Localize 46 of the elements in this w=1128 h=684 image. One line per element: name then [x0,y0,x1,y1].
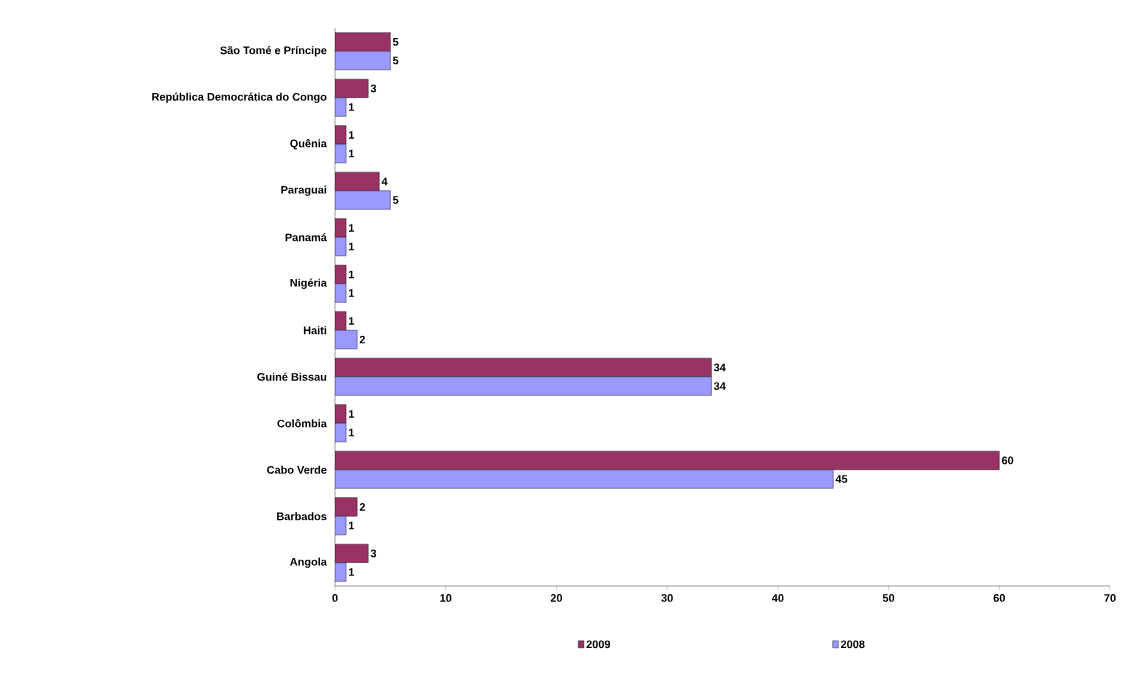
data-label: 1 [348,149,355,158]
legend-label: 2009 [586,640,611,649]
data-label: 45 [835,475,848,483]
data-label: 3 [370,84,377,93]
legend-label: 2008 [840,640,865,649]
y-tick-label: Panamá [285,233,327,242]
y-tick-label: Nigéria [290,278,327,289]
y-tick-label: Barbados [277,512,327,521]
data-label: 5 [392,196,399,204]
data-label: 1 [348,224,355,232]
y-tick-label: Haiti [303,326,327,335]
x-tick-label: 30 [661,594,673,602]
x-tick-label: 40 [771,594,784,602]
data-label: 1 [348,568,355,576]
x-tick-label: 10 [440,594,452,602]
x-tick-label: 50 [882,594,895,602]
x-tick-label: 0 [332,594,338,602]
x-tick-label: 20 [550,594,563,602]
y-tick-label: Quênia [290,139,327,150]
y-tick-label: Cabo Verde [267,465,327,474]
x-tick-label: 60 [993,594,1005,602]
data-label: 34 [713,382,726,390]
y-tick-label: São Tomé e Príncipe [220,46,327,57]
y-tick-label: Guiné Bissau [257,372,327,381]
data-label: 1 [348,270,355,279]
data-label: 2 [359,335,366,344]
data-label: 34 [713,363,726,372]
y-tick-label: República Democrática do Congo [152,92,327,103]
x-tick-label: 70 [1104,594,1116,602]
data-label: 1 [348,103,355,111]
data-label: 1 [348,289,355,297]
data-label: 4 [381,177,388,186]
data-label: 3 [370,549,377,558]
data-label: 1 [348,428,355,437]
data-label: 1 [348,242,355,251]
y-tick-label: Paraguai [281,185,327,196]
data-label: 2 [359,503,366,511]
y-tick-label: Colômbia [277,419,327,428]
data-label: 1 [348,521,355,530]
data-label: 5 [392,38,399,46]
data-label: 1 [348,410,355,418]
data-label: 60 [1001,456,1014,465]
y-tick-label: Angola [290,557,327,568]
data-label: 5 [392,56,399,65]
data-label: 1 [348,317,355,325]
data-label: 1 [348,131,355,139]
